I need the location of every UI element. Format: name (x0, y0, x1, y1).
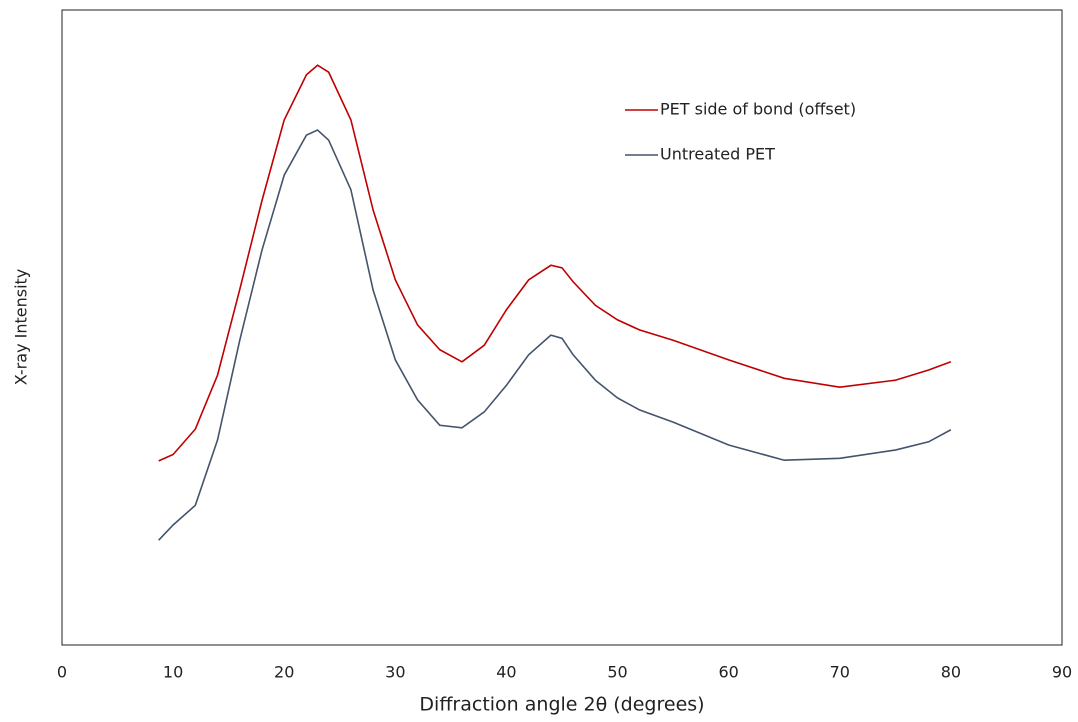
x-tick-label: 60 (718, 663, 738, 682)
x-tick-label: 40 (496, 663, 516, 682)
x-tick-label: 90 (1052, 663, 1072, 682)
x-tick-label: 70 (830, 663, 850, 682)
legend-label: PET side of bond (offset) (660, 100, 856, 119)
x-axis-label: Diffraction angle 2θ (degrees) (419, 694, 704, 716)
plot-frame (61, 9, 1063, 646)
x-tick-label: 20 (274, 663, 294, 682)
x-tick-label: 80 (941, 663, 961, 682)
x-tick-label: 50 (607, 663, 627, 682)
series-line (158, 129, 952, 541)
legend-label: Untreated PET (660, 145, 775, 164)
x-tick-label: 30 (385, 663, 405, 682)
x-tick-label: 0 (57, 663, 67, 682)
series-line (158, 64, 952, 462)
y-axis-label: X-ray Intensity (12, 269, 31, 386)
x-tick-label: 10 (163, 663, 183, 682)
